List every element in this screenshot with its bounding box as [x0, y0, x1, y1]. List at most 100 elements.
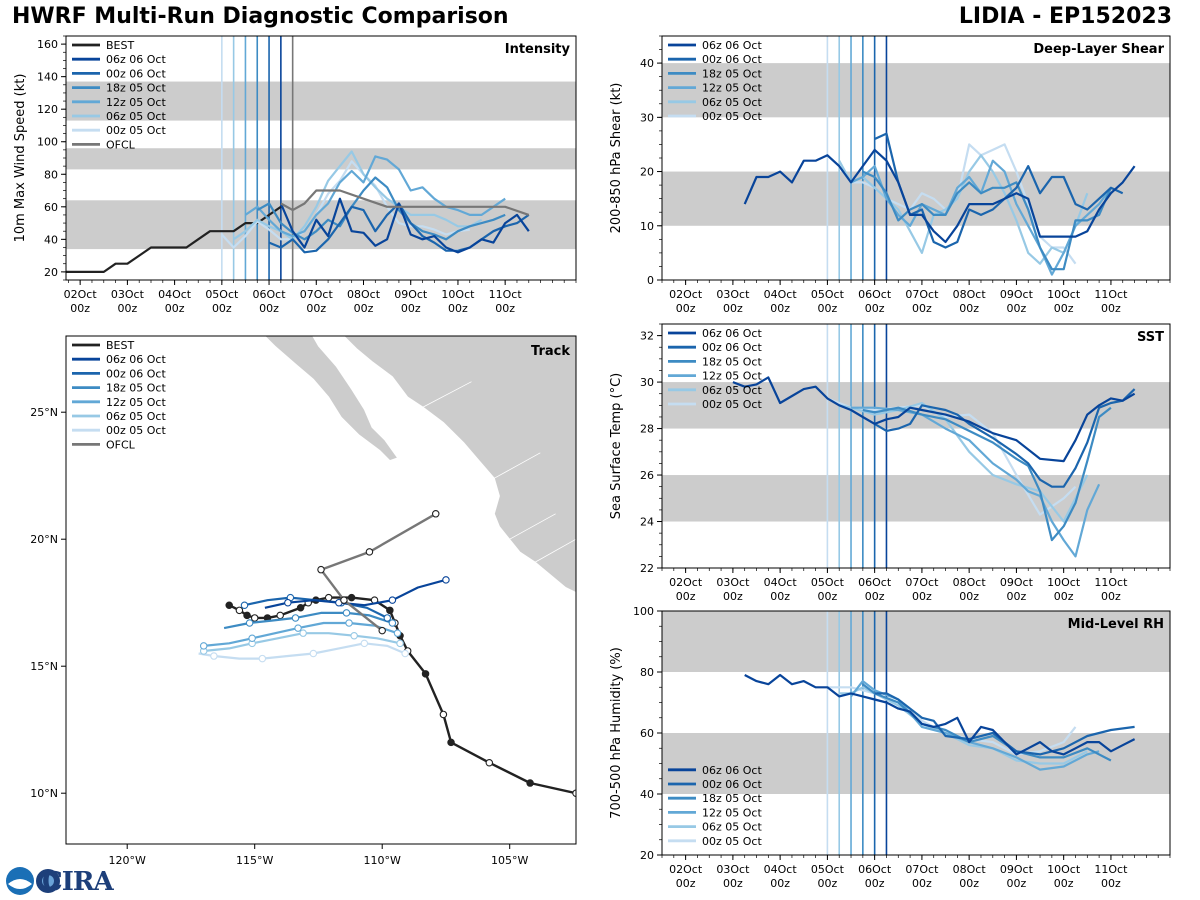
- panel-shear: 01020304002Oct00z03Oct00z04Oct00z05Oct00…: [609, 35, 1171, 315]
- sst-series-line: [862, 406, 1112, 542]
- track-point: [360, 639, 369, 648]
- intensity-xtick-label2: 00z: [401, 302, 421, 315]
- rh-ytick-label: 40: [640, 788, 654, 801]
- panel-intensity: 2040608010012014016002Oct00z03Oct00z04Oc…: [13, 35, 577, 315]
- track-point: [225, 601, 233, 609]
- rh-xtick-label2: 00z: [865, 877, 885, 890]
- intensity-series-line: [66, 205, 282, 273]
- track-point: [347, 593, 356, 602]
- main-title: HWRF Multi-Run Diagnostic Comparison: [12, 4, 509, 29]
- track-point: [386, 606, 394, 615]
- shear-legend-label: 06z 05 Oct: [702, 96, 762, 109]
- track-title: Track: [531, 344, 570, 359]
- track-point: [421, 670, 430, 678]
- track-legend-label: 06z 05 Oct: [106, 410, 166, 423]
- shear-xtick-label2: 00z: [1101, 302, 1121, 315]
- track-point: [309, 649, 318, 658]
- sst-xtick-label2: 00z: [723, 590, 743, 603]
- shear-ytick-label: 0: [647, 274, 654, 287]
- track-point: [284, 598, 292, 607]
- rh-xtick-label: 07Oct: [905, 863, 939, 876]
- rh-xtick-label2: 00z: [1101, 877, 1121, 890]
- track-point: [526, 779, 534, 787]
- track-xtick-label: 105°W: [491, 854, 528, 867]
- intensity-legend-label: 06z 06 Oct: [106, 53, 166, 66]
- rh-title: Mid-Level RH: [1068, 617, 1164, 632]
- rh-xtick-label2: 00z: [770, 877, 790, 890]
- sst-legend-label: 06z 05 Oct: [702, 384, 762, 397]
- track-legend-label: BEST: [106, 339, 134, 352]
- shear-xtick-label: 03Oct: [716, 288, 750, 301]
- shear-xtick-label2: 00z: [770, 302, 790, 315]
- intensity-xtick-label: 04Oct: [158, 288, 192, 301]
- intensity-xtick-label: 03Oct: [111, 288, 145, 301]
- shear-title: Deep-Layer Shear: [1033, 42, 1164, 57]
- intensity-title: Intensity: [505, 42, 571, 57]
- shear-plot-area: [662, 36, 1170, 280]
- shear-xtick-label2: 00z: [1054, 302, 1074, 315]
- track-point: [291, 614, 300, 622]
- track-point: [383, 614, 392, 622]
- sst-legend-label: 06z 06 Oct: [702, 327, 762, 340]
- intensity-xtick-label2: 00z: [70, 302, 90, 315]
- rh-xtick-label2: 00z: [676, 877, 696, 890]
- rh-xtick-label: 02Oct: [669, 863, 703, 876]
- intensity-ylabel: 10m Max Wind Speed (kt): [13, 74, 28, 243]
- rh-ytick-label: 100: [633, 605, 654, 618]
- sst-ytick-label: 22: [640, 562, 654, 575]
- sst-xtick-label: 06Oct: [858, 576, 892, 589]
- track-point: [235, 606, 244, 615]
- cira-logo-icon: [6, 867, 60, 895]
- sst-xtick-label2: 00z: [1054, 590, 1074, 603]
- intensity-ytick-label: 60: [44, 201, 58, 214]
- shear-xtick-label: 05Oct: [811, 288, 845, 301]
- shear-legend-label: 18z 05 Oct: [702, 67, 762, 80]
- track-legend-label: 00z 05 Oct: [106, 424, 166, 437]
- intensity-xtick-label: 07Oct: [300, 288, 334, 301]
- intensity-xtick-label2: 00z: [354, 302, 374, 315]
- sst-series-line: [732, 376, 1136, 463]
- shear-xtick-label: 08Oct: [953, 288, 987, 301]
- state-border: [422, 381, 472, 408]
- intensity-xtick-label: 08Oct: [347, 288, 381, 301]
- rh-band: [662, 611, 1170, 672]
- state-border: [509, 513, 556, 540]
- sst-xtick-label2: 00z: [865, 590, 885, 603]
- track-point: [299, 629, 307, 637]
- track-point: [276, 611, 284, 620]
- rh-series-line: [744, 673, 1136, 756]
- shear-xtick-label2: 00z: [1007, 302, 1027, 315]
- sst-xtick-label2: 00z: [676, 590, 696, 603]
- intensity-xtick-label2: 00z: [306, 302, 326, 315]
- track-point: [485, 758, 494, 767]
- shear-band: [662, 63, 1170, 118]
- sst-ytick-label: 30: [640, 376, 654, 389]
- sst-xtick-label: 10Oct: [1047, 576, 1081, 589]
- intensity-xtick-label: 09Oct: [394, 288, 428, 301]
- rh-legend-label: 18z 05 Oct: [702, 792, 762, 805]
- sst-xtick-label: 09Oct: [1000, 576, 1034, 589]
- rh-xtick-label2: 00z: [912, 877, 932, 890]
- mexico-land: [343, 336, 576, 593]
- track-ytick-label: 15°N: [30, 660, 58, 673]
- sst-plot-area: [662, 324, 1170, 568]
- storm-title: LIDIA - EP152023: [958, 4, 1172, 29]
- rh-series-line: [862, 683, 1112, 762]
- rh-legend-label: 00z 06 Oct: [702, 778, 762, 791]
- sst-ytick-label: 26: [640, 469, 654, 482]
- intensity-legend-label: 00z 06 Oct: [106, 67, 166, 80]
- intensity-ytick-label: 160: [37, 38, 58, 51]
- intensity-ytick-label: 120: [37, 103, 58, 116]
- rh-legend-label: 12z 05 Oct: [702, 806, 762, 819]
- shear-series-line: [743, 148, 1136, 244]
- rh-xtick-label: 09Oct: [1000, 863, 1034, 876]
- track-legend-label: OFCL: [106, 438, 136, 451]
- rh-series-line: [874, 692, 1135, 756]
- track-point: [431, 510, 440, 518]
- shear-ytick-label: 40: [640, 57, 654, 70]
- track-ytick-label: 20°N: [30, 533, 58, 546]
- sst-title: SST: [1137, 330, 1164, 345]
- sst-ylabel: Sea Surface Temp (°C): [609, 373, 624, 520]
- rh-xtick-label2: 00z: [818, 877, 838, 890]
